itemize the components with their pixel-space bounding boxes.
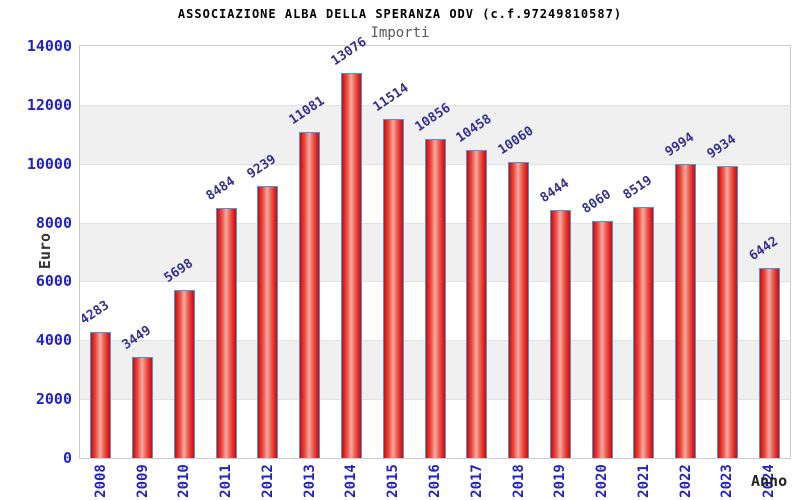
x-tick-label: 2010 xyxy=(176,464,193,498)
y-tick-label: 4000 xyxy=(35,331,72,350)
gridline xyxy=(80,104,790,106)
bar-2020 xyxy=(591,220,613,458)
bar-2024 xyxy=(758,268,780,458)
y-tick-label: 8000 xyxy=(35,213,72,232)
bar-2011 xyxy=(215,208,237,458)
bar-2013 xyxy=(299,131,321,458)
bar-2009 xyxy=(132,356,154,458)
x-tick-label: 2017 xyxy=(468,464,485,498)
bar-2019 xyxy=(549,209,571,458)
bar-2022 xyxy=(675,163,697,458)
y-axis-title: Euro xyxy=(36,232,54,270)
y-tick-label: 6000 xyxy=(35,272,72,291)
bar-2012 xyxy=(257,186,279,458)
x-tick-label: 2013 xyxy=(301,464,318,498)
x-tick-label: 2014 xyxy=(343,464,360,498)
y-tick-label: 0 xyxy=(62,449,72,467)
bar-2018 xyxy=(508,161,530,458)
plot-area xyxy=(79,45,791,459)
x-tick-label: 2019 xyxy=(552,464,569,498)
bar-2023 xyxy=(716,165,738,458)
x-tick-label: 2016 xyxy=(427,464,443,498)
x-tick-label: 2020 xyxy=(594,464,611,498)
x-tick-label: 2008 xyxy=(92,464,109,498)
chart-subtitle: Importi xyxy=(370,25,430,41)
x-tick-label: 2018 xyxy=(510,464,527,498)
x-tick-label: 2011 xyxy=(218,464,235,498)
x-tick-label: 2021 xyxy=(635,464,652,498)
x-tick-label: 2009 xyxy=(134,464,151,498)
x-tick-label: 2023 xyxy=(719,464,736,498)
y-tick-label: 14000 xyxy=(26,37,72,55)
bar-2014 xyxy=(340,73,362,458)
x-tick-label: 2012 xyxy=(259,464,276,498)
chart-title: ASSOCIAZIONE ALBA DELLA SPERANZA ODV (c.… xyxy=(177,7,623,21)
x-axis-title: Anno xyxy=(751,472,788,490)
y-tick-label: 12000 xyxy=(26,95,72,114)
bar-2008 xyxy=(90,331,112,458)
bar-2015 xyxy=(382,119,404,458)
bar-2017 xyxy=(466,150,488,458)
y-tick-label: 10000 xyxy=(26,154,72,173)
bar-2016 xyxy=(424,138,446,458)
x-tick-label: 2022 xyxy=(677,464,694,498)
x-tick-label: 2015 xyxy=(385,464,402,498)
bar-2021 xyxy=(633,207,655,458)
bar-2010 xyxy=(173,290,195,458)
y-tick-label: 2000 xyxy=(35,390,72,409)
